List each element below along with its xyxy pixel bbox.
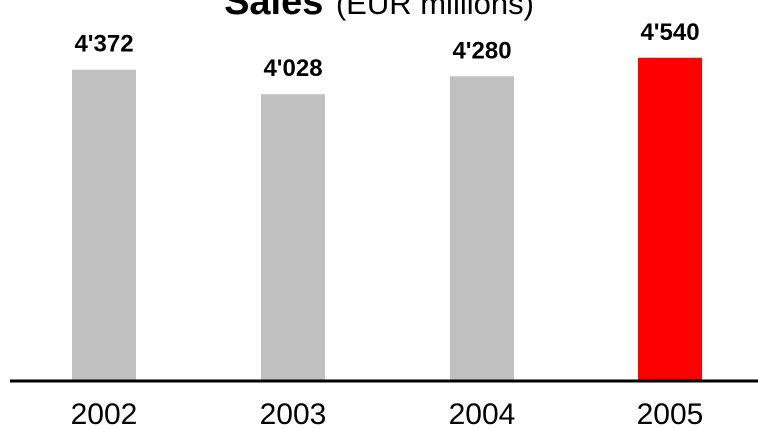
value-label-2002: 4'372 xyxy=(74,31,133,58)
category-label-2004: 2004 xyxy=(449,398,516,429)
bar-2005 xyxy=(638,57,702,381)
bar-2003 xyxy=(261,94,325,382)
value-label-2005: 4'540 xyxy=(640,19,699,46)
value-label-2004: 4'280 xyxy=(452,37,511,64)
bar-2004 xyxy=(450,76,514,381)
category-label-group: 2002 2003 2004 2005 xyxy=(71,398,704,429)
value-label-group: 4'372 4'028 4'280 4'540 xyxy=(74,19,699,82)
category-label-2005: 2005 xyxy=(637,398,704,429)
category-label-2002: 2002 xyxy=(71,398,138,429)
chart-title-unit: (EUR millions) xyxy=(336,0,534,21)
chart-title-main: Sales xyxy=(224,0,323,23)
category-label-2003: 2003 xyxy=(260,398,327,429)
bar-group xyxy=(72,57,702,382)
chart-title: Sales (EUR millions) xyxy=(224,0,534,23)
value-label-2003: 4'028 xyxy=(263,55,322,82)
bar-2002 xyxy=(72,69,136,382)
